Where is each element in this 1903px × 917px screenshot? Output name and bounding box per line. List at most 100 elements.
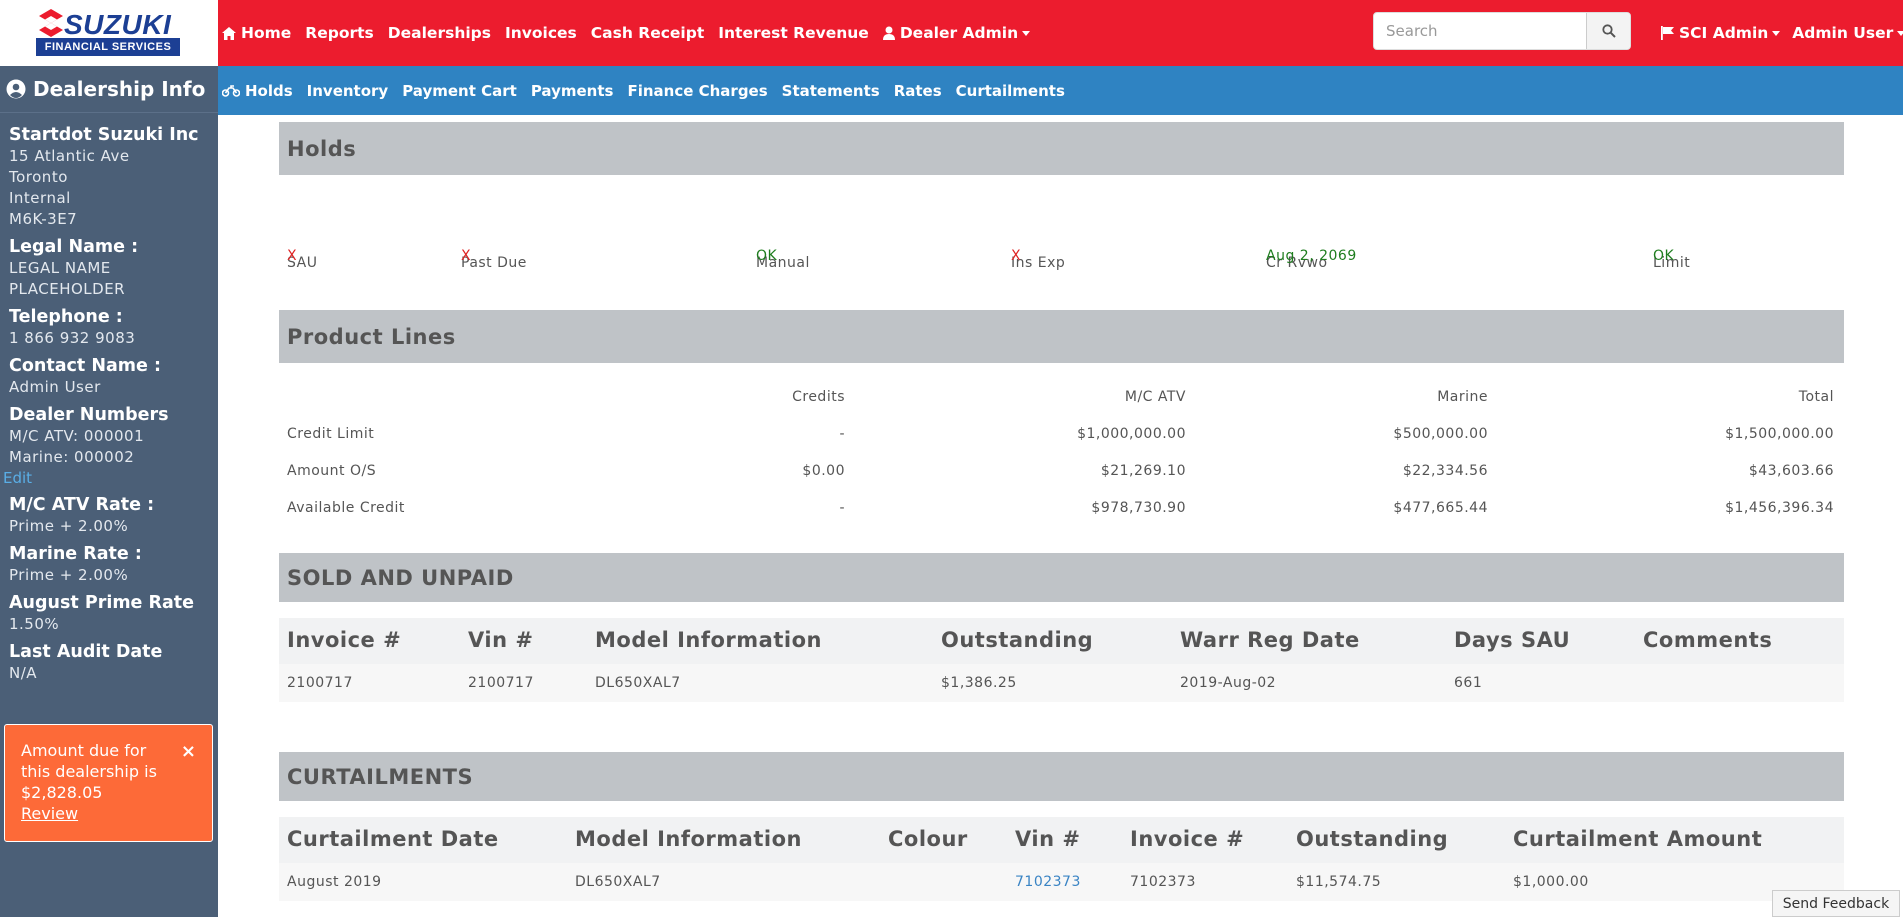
subnav-finance-charges-label: Finance Charges xyxy=(627,81,768,100)
close-icon[interactable]: × xyxy=(180,741,196,762)
su-header: Days SAU xyxy=(1454,628,1571,652)
nav-sci-admin-dropdown[interactable]: SCI Admin xyxy=(1661,24,1781,42)
send-feedback-button[interactable]: Send Feedback xyxy=(1772,890,1900,917)
cu-header: Colour xyxy=(888,827,968,851)
pl-row-label: Credit Limit xyxy=(287,426,375,442)
holds-header-cr-rvwo: Cr Rvwo xyxy=(1266,255,1328,271)
cu-cell-invoice: 7102373 xyxy=(1130,874,1196,890)
search-button[interactable] xyxy=(1586,13,1630,49)
table-row[interactable]: 2100717 2100717 DL650XAL7 $1,386.25 2019… xyxy=(279,664,1844,702)
motorcycle-icon xyxy=(222,84,240,97)
pl-cell: $500,000.00 xyxy=(1393,426,1488,442)
amount-due-alert: × Amount due for this dealership is $2,8… xyxy=(4,724,213,842)
alert-amount: $2,828.05 xyxy=(21,783,103,802)
pl-cell: $22,334.56 xyxy=(1402,463,1488,479)
dealership-info-sidebar: Dealership Info Startdot Suzuki Inc 15 A… xyxy=(0,66,218,917)
dealer-name: Startdot Suzuki Inc xyxy=(9,125,199,145)
pl-cell: - xyxy=(839,500,845,516)
pl-cell: $477,665.44 xyxy=(1393,500,1488,516)
primary-nav: Home Reports Dealerships Invoices Cash R… xyxy=(222,0,1044,66)
subnav-curtailments[interactable]: Curtailments xyxy=(956,82,1065,100)
cu-header: Curtailment Date xyxy=(287,827,499,851)
review-link[interactable]: Review xyxy=(21,804,79,823)
subnav-inventory[interactable]: Inventory xyxy=(307,82,389,100)
holds-header-ins-exp: Ins Exp xyxy=(1011,255,1066,271)
nav-interest-revenue[interactable]: Interest Revenue xyxy=(718,24,869,42)
marine-rate-value: Prime + 2.00% xyxy=(9,566,129,584)
address-line: Internal xyxy=(9,189,71,207)
nav-cash-receipt-label: Cash Receipt xyxy=(590,24,705,42)
nav-invoices[interactable]: Invoices xyxy=(505,24,577,42)
alert-text: this dealership is xyxy=(21,762,157,781)
cu-header: Model Information xyxy=(575,827,802,851)
holds-value-limit: OK xyxy=(1653,248,1675,264)
subnav-payment-cart[interactable]: Payment Cart xyxy=(402,82,517,100)
address-line: M6K-3E7 xyxy=(9,210,78,228)
cu-header: Vin # xyxy=(1015,827,1081,851)
holds-value-sau: X xyxy=(287,248,297,264)
address-line: Toronto xyxy=(9,168,68,186)
nav-home[interactable]: Home xyxy=(222,24,291,42)
pl-cell: $21,269.10 xyxy=(1100,463,1186,479)
top-navbar: SUZUKI FINANCIAL SERVICES Home Reports D… xyxy=(0,0,1903,66)
legal-name-label: Legal Name : xyxy=(9,237,139,257)
subnav-curtailments-label: Curtailments xyxy=(955,81,1065,100)
table-row[interactable]: August 2019 DL650XAL7 7102373 7102373 $1… xyxy=(279,863,1844,901)
legal-name-value: LEGAL NAME xyxy=(9,259,111,277)
user-circle-icon xyxy=(6,79,26,99)
flag-icon xyxy=(1661,26,1674,40)
subnav-rates[interactable]: Rates xyxy=(894,82,942,100)
su-header: Invoice # xyxy=(287,628,402,652)
chevron-down-icon xyxy=(1772,30,1781,36)
nav-reports-label: Reports xyxy=(305,24,374,42)
su-header: Warr Reg Date xyxy=(1180,628,1360,652)
holds-value-ins-exp: X xyxy=(1011,248,1021,264)
home-icon xyxy=(222,26,236,40)
su-cell-vin: 2100717 xyxy=(468,675,534,691)
pl-row-label: Amount O/S xyxy=(287,463,377,479)
search-input[interactable] xyxy=(1374,13,1584,49)
legal-name-value: PLACEHOLDER xyxy=(9,280,126,298)
subnav-rates-label: Rates xyxy=(893,81,942,100)
holds-header-manual: Manual xyxy=(756,255,810,271)
pl-cell: $978,730.90 xyxy=(1091,500,1186,516)
pl-cell: $43,603.66 xyxy=(1748,463,1834,479)
alert-text: Amount due for xyxy=(21,741,147,760)
nav-dealerships[interactable]: Dealerships xyxy=(388,24,491,42)
sold-unpaid-panel-title: SOLD AND UNPAID xyxy=(279,553,1844,602)
holds-header-limit: Limit xyxy=(1653,255,1691,271)
cu-cell-vin-link[interactable]: 7102373 xyxy=(1015,874,1081,890)
suzuki-logo[interactable]: SUZUKI FINANCIAL SERVICES xyxy=(0,0,218,66)
holds-value-cr-rvwo: Aug 2, 2069 xyxy=(1266,248,1357,264)
nav-home-label: Home xyxy=(241,24,292,42)
sidebar-title: Dealership Info xyxy=(33,77,206,101)
holds-header-past-due: Past Due xyxy=(461,255,527,271)
dealership-subnav: Holds Inventory Payment Cart Payments Fi… xyxy=(218,66,1903,115)
nav-interest-revenue-label: Interest Revenue xyxy=(718,24,869,42)
holds-panel-title: Holds xyxy=(279,122,1844,175)
dealer-address-block: Startdot Suzuki Inc 15 Atlantic Ave Toro… xyxy=(0,124,218,684)
subnav-payments[interactable]: Payments xyxy=(531,82,614,100)
pl-cell: $0.00 xyxy=(802,463,845,479)
brand-name: SUZUKI xyxy=(64,9,172,40)
nav-admin-user-dropdown[interactable]: Admin User xyxy=(1792,24,1903,42)
nav-cash-receipt[interactable]: Cash Receipt xyxy=(591,24,704,42)
product-lines-table: Credits M/C ATV Marine Total Credit Limi… xyxy=(279,363,1844,553)
marine-rate-label: Marine Rate : xyxy=(9,544,142,564)
edit-dealer-numbers-link[interactable]: Edit xyxy=(3,469,33,487)
pl-header-mc-atv: M/C ATV xyxy=(1124,389,1186,405)
holds-header-sau: SAU xyxy=(287,255,318,271)
curtailments-table-header: Curtailment Date Model Information Colou… xyxy=(279,817,1844,863)
subnav-statements[interactable]: Statements xyxy=(782,82,880,100)
holds-value-manual: OK xyxy=(756,248,778,264)
nav-reports[interactable]: Reports xyxy=(305,24,373,42)
search-box xyxy=(1373,12,1631,50)
prime-rate-value: 1.50% xyxy=(9,615,60,633)
subnav-statements-label: Statements xyxy=(781,81,880,100)
pl-cell: $1,000,000.00 xyxy=(1077,426,1186,442)
subnav-holds-label: Holds xyxy=(245,81,293,100)
subnav-finance-charges[interactable]: Finance Charges xyxy=(627,82,767,100)
nav-dealer-admin-dropdown[interactable]: Dealer Admin xyxy=(882,24,1031,42)
subnav-holds[interactable]: Holds xyxy=(222,82,293,100)
cu-cell-outstanding: $11,574.75 xyxy=(1296,874,1382,890)
